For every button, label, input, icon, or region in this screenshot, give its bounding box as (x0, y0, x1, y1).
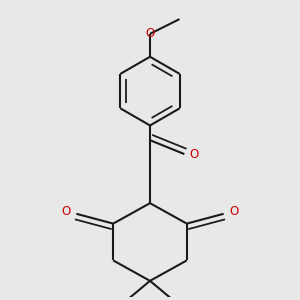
Text: O: O (146, 27, 154, 40)
Text: O: O (190, 148, 199, 160)
Text: O: O (61, 205, 70, 218)
Text: O: O (230, 205, 239, 218)
